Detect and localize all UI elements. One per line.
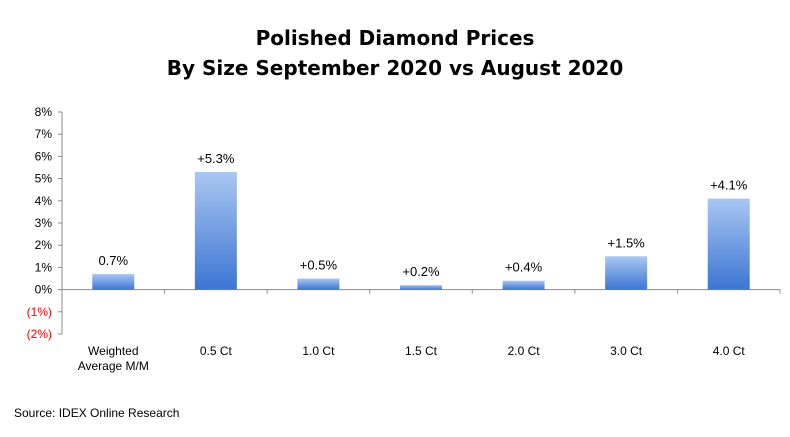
y-tick-label: 3% [35, 216, 53, 230]
bar [707, 198, 750, 290]
data-label: +0.4% [505, 260, 543, 275]
y-tick-label: 6% [35, 149, 53, 163]
data-label: +5.3% [197, 151, 235, 166]
data-label: +4.1% [710, 178, 748, 193]
x-tick-label: 0.5 Ct [200, 344, 233, 358]
y-tick-label: 2% [35, 238, 53, 252]
bar [92, 274, 135, 290]
axes [58, 111, 781, 335]
bar [194, 171, 237, 290]
labels: 8% 7% 6% 5% 4% 3% 2% 1% 0% (1%) (2%) 0.7% WeightedAv… [27, 105, 748, 373]
y-tick-label: (1%) [27, 305, 52, 319]
bar [605, 256, 648, 290]
x-tick-label: Average M/M [78, 359, 149, 373]
y-tick-label: 4% [35, 194, 53, 208]
bar [400, 285, 442, 290]
bar [297, 278, 340, 290]
y-tick-label: 7% [35, 127, 53, 141]
x-tick-label: Weighted [88, 344, 138, 358]
x-tick-label: 1.5 Ct [405, 344, 438, 358]
data-label: +0.5% [300, 258, 338, 273]
x-tick-label: 1.0 Ct [302, 344, 335, 358]
y-tick-label: (2%) [27, 327, 52, 341]
bar [502, 280, 545, 290]
y-tick-label: 1% [35, 260, 53, 274]
chart-title: Polished Diamond Prices [255, 26, 535, 50]
x-tick-label: 4.0 Ct [713, 344, 746, 358]
chart-subtitle: By Size September 2020 vs August 2020 [166, 56, 624, 80]
y-tick-label: 8% [35, 105, 53, 119]
x-tick-label: 3.0 Ct [610, 344, 643, 358]
source-note: Source: IDEX Online Research [14, 406, 180, 420]
bars [92, 171, 750, 290]
x-tick-label: 2.0 Ct [508, 344, 541, 358]
data-label: +0.2% [402, 264, 440, 279]
y-tick-label: 5% [35, 172, 53, 186]
data-label: 0.7% [98, 253, 128, 268]
data-label: +1.5% [608, 235, 646, 250]
y-tick-label: 0% [35, 283, 53, 297]
